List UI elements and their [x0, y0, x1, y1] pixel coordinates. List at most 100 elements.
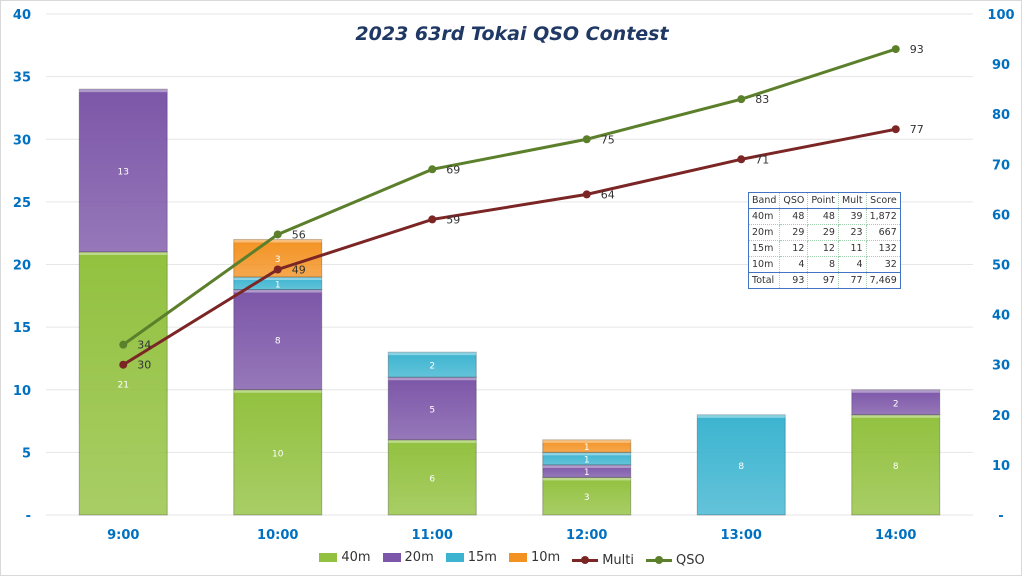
bar-label: 6: [429, 474, 435, 484]
bar-highlight: [79, 89, 168, 93]
bar-highlight: [233, 239, 322, 243]
bar-20m: [78, 88, 168, 253]
legend-label: 15m: [467, 550, 497, 565]
table-cell: 8: [807, 256, 839, 273]
table-cell: 4: [779, 256, 809, 273]
point-label: 75: [601, 133, 615, 146]
legend-item-10m: 10m: [508, 550, 561, 565]
table-cell: 39: [837, 208, 867, 225]
table-cell: 15m: [747, 240, 781, 257]
y2-tick-label: 30: [992, 359, 1010, 374]
bar-label: 13: [118, 168, 129, 178]
table-cell: 4: [837, 256, 867, 273]
bar-20m: [851, 389, 941, 416]
point-Multi: [428, 215, 437, 224]
bar-label: 1: [584, 443, 590, 453]
y2-tick-label: 90: [992, 58, 1010, 73]
table-row: 15m 12 12 11 132: [747, 240, 901, 257]
bar-15m: [696, 414, 786, 516]
bar-highlight: [388, 352, 477, 356]
table-cell: Band: [747, 192, 781, 209]
point-label: 56: [292, 228, 306, 241]
table-cell: 10m: [747, 256, 781, 273]
table-cell: 48: [779, 208, 809, 225]
bar-highlight: [233, 389, 322, 393]
table-cell: 12: [807, 240, 839, 257]
legend-label: 10m: [530, 550, 561, 565]
point-QSO: [428, 165, 437, 174]
legend-label: QSO: [675, 553, 705, 568]
bar-10m: [542, 439, 632, 453]
point-label: 71: [755, 153, 769, 166]
legend: 40m 20m 15m 10m Multi QSO: [1, 550, 1021, 568]
table-cell: 132: [865, 240, 901, 257]
y-tick-label: 30: [13, 133, 31, 148]
bar-highlight: [233, 277, 322, 281]
point-QSO: [891, 45, 900, 54]
legend-marker: [319, 553, 338, 562]
point-QSO: [737, 95, 746, 104]
point-label: 83: [755, 93, 769, 106]
table-cell: Point: [807, 192, 839, 209]
table-cell: Score: [865, 192, 901, 209]
point-QSO: [582, 135, 591, 144]
table-cell: 12: [779, 240, 809, 257]
bar-highlight: [542, 477, 631, 481]
legend-item-Multi: Multi: [572, 553, 634, 568]
x-tick-label: 13:00: [721, 528, 762, 543]
y2-tick-label: 10: [992, 459, 1010, 474]
bar-highlight: [233, 289, 322, 293]
line-QSO: [122, 47, 897, 346]
legend-label: 20m: [404, 550, 434, 565]
legend-item-20m: 20m: [382, 550, 434, 565]
table-cell: 97: [807, 272, 839, 289]
bar-label: 3: [275, 255, 281, 265]
table-row: 20m 29 29 23 667: [747, 224, 901, 241]
point-label: 93: [910, 43, 924, 56]
x-tick-label: 10:00: [257, 528, 298, 543]
point-label: 34: [137, 339, 151, 352]
table-cell: Mult: [837, 192, 867, 209]
point-Multi: [273, 265, 282, 274]
y2-tick-label: 100: [987, 8, 1014, 23]
y-tick-label: 40: [13, 8, 31, 23]
score-table: Band QSO Point Mult Score 40m 48 48 39 1,872 20m 29…: [747, 192, 901, 289]
x-tick-label: 11:00: [412, 528, 453, 543]
legend-item-15m: 15m: [445, 550, 497, 565]
bar-40m: [78, 251, 168, 516]
legend-label: Multi: [602, 553, 634, 568]
bar-label: 2: [893, 399, 899, 409]
point-label: 69: [446, 163, 460, 176]
legend-label: 40m: [341, 550, 371, 565]
table-cell: 40m: [747, 208, 781, 225]
bar-highlight: [542, 464, 631, 468]
x-tick-label: 12:00: [566, 528, 607, 543]
chart-title: 2023 63rd Tokai QSO Contest: [355, 23, 669, 45]
point-label: 49: [292, 264, 306, 277]
line-Multi: [122, 127, 897, 366]
table-cell: 20m: [747, 224, 781, 241]
bar-label: 2: [429, 362, 435, 372]
table-cell: Total: [747, 272, 781, 289]
legend-marker: [508, 553, 527, 562]
y2-tick-label: 20: [992, 409, 1010, 424]
bar-highlight: [851, 414, 940, 418]
y-tick-label: 10: [13, 384, 31, 399]
point-Multi: [119, 360, 128, 369]
bar-label: 3: [584, 493, 590, 503]
table-cell: 93: [779, 272, 809, 289]
point-label: 30: [137, 359, 151, 372]
legend-marker: [645, 556, 672, 564]
bar-20m: [233, 289, 323, 391]
point-Multi: [582, 190, 591, 199]
bar-40m: [233, 389, 323, 516]
y2-tick-label: 60: [992, 208, 1010, 223]
bar-highlight: [388, 377, 477, 381]
table-cell: 7,469: [865, 272, 901, 289]
x-tick-label: 14:00: [875, 528, 916, 543]
bar-label: 8: [275, 337, 281, 347]
x-tick-label: 9:00: [107, 528, 139, 543]
bar-label: 21: [118, 380, 129, 390]
